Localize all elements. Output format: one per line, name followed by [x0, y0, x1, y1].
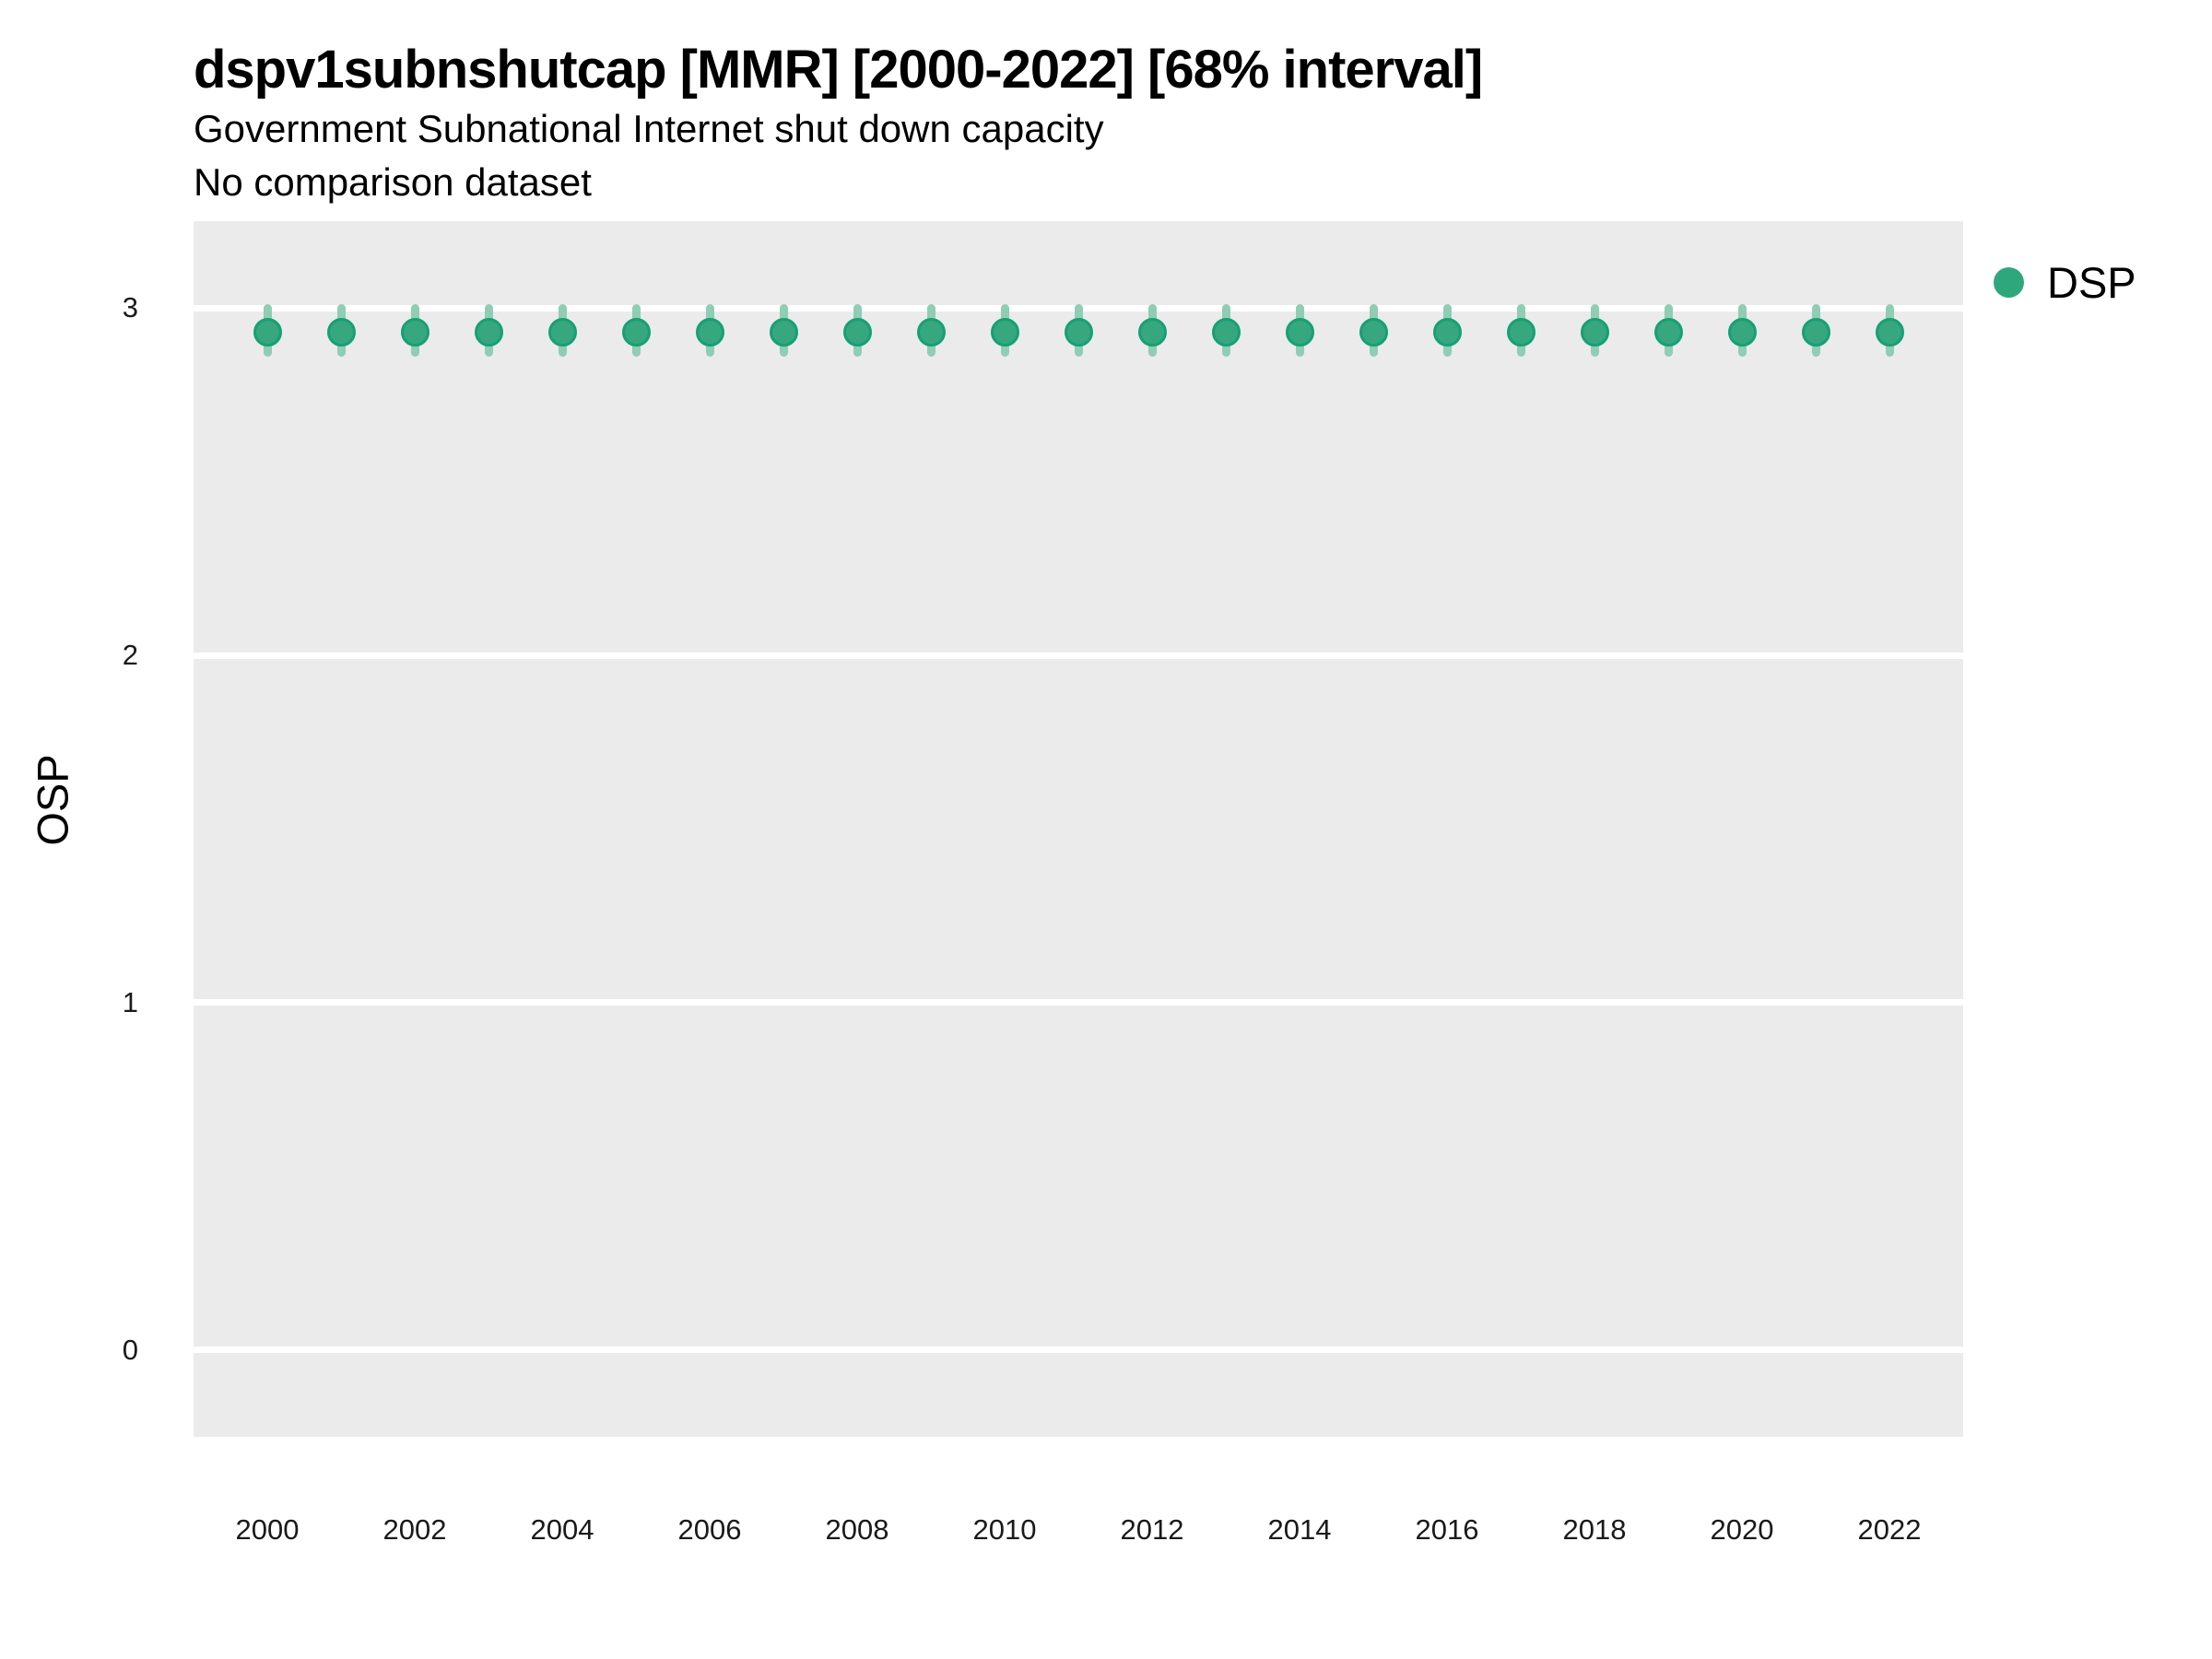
- data-point-2006: [695, 318, 724, 347]
- chart-title: dspv1subnshutcap [MMR] [2000-2022] [68% …: [194, 40, 1483, 100]
- gridline-y-2: [194, 652, 1963, 659]
- x-tick-label: 2020: [1710, 1513, 1774, 1546]
- legend: DSP: [1994, 261, 2136, 304]
- gridline-y-0: [194, 1347, 1963, 1354]
- x-tick-label: 2002: [382, 1513, 447, 1546]
- x-tick-label: 2012: [1120, 1513, 1184, 1546]
- data-point-2004: [547, 318, 577, 347]
- data-point-2010: [990, 318, 1019, 347]
- data-point-2012: [1137, 318, 1167, 347]
- data-point-2005: [621, 318, 651, 347]
- data-point-2008: [842, 318, 872, 347]
- data-point-2021: [1801, 318, 1830, 347]
- x-tick-label: 2000: [235, 1513, 300, 1546]
- data-point-2018: [1580, 318, 1609, 347]
- data-point-2007: [769, 318, 798, 347]
- data-point-2022: [1875, 318, 1904, 347]
- data-point-2000: [253, 318, 282, 347]
- data-point-2013: [1211, 318, 1241, 347]
- chart-note: No comparison dataset: [194, 160, 592, 204]
- y-tick-label: 0: [122, 1333, 138, 1366]
- x-tick-label: 2018: [1562, 1513, 1627, 1546]
- y-axis-label: OSP: [28, 754, 77, 846]
- legend-label: DSP: [2047, 258, 2136, 307]
- plot-panel: [194, 221, 1963, 1437]
- x-tick-label: 2016: [1415, 1513, 1479, 1546]
- x-tick-label: 2008: [825, 1513, 889, 1546]
- data-point-2019: [1653, 318, 1683, 347]
- data-point-2009: [916, 318, 946, 347]
- chart-subtitle: Government Subnational Internet shut dow…: [194, 107, 1104, 150]
- x-tick-label: 2004: [530, 1513, 594, 1546]
- data-point-2011: [1064, 318, 1093, 347]
- data-point-2016: [1432, 318, 1462, 347]
- x-tick-label: 2010: [972, 1513, 1037, 1546]
- y-tick-label: 3: [122, 291, 138, 324]
- data-point-2002: [400, 318, 429, 347]
- x-tick-label: 2014: [1267, 1513, 1332, 1546]
- y-tick-label: 1: [122, 985, 138, 1018]
- data-point-2020: [1727, 318, 1757, 347]
- x-tick-label: 2022: [1857, 1513, 1922, 1546]
- data-point-2015: [1359, 318, 1388, 347]
- data-point-2003: [474, 318, 503, 347]
- data-point-2017: [1506, 318, 1535, 347]
- gridline-y-1: [194, 999, 1963, 1006]
- legend-key-dot: [1994, 267, 2024, 298]
- data-point-2014: [1285, 318, 1314, 347]
- y-tick-label: 2: [122, 639, 138, 672]
- data-point-2001: [326, 318, 356, 347]
- x-tick-label: 2006: [677, 1513, 742, 1546]
